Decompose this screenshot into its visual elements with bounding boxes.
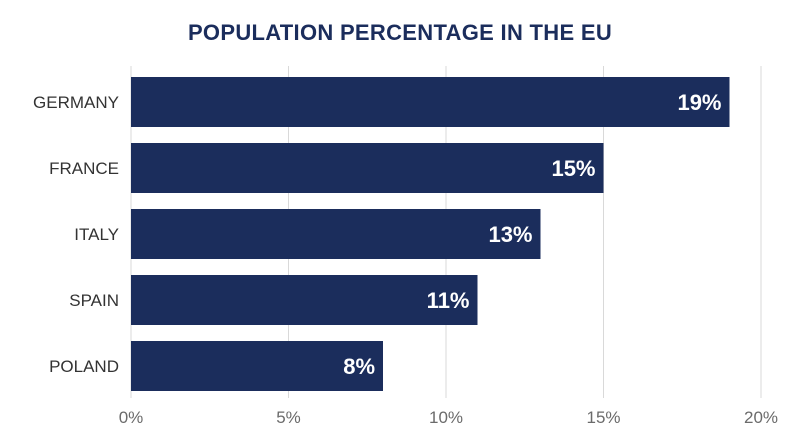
data-label: 8% [343,354,375,379]
chart-title: POPULATION PERCENTAGE IN THE EU [187,20,613,45]
bar [131,275,478,325]
category-label: GERMANY [33,93,119,112]
bar [131,77,730,127]
data-label: 13% [488,222,532,247]
x-tick-label: 5% [276,408,301,427]
category-label: FRANCE [49,159,119,178]
category-label: POLAND [49,357,119,376]
category-label: SPAIN [69,291,119,310]
x-tick-label: 15% [586,408,620,427]
x-tick-label: 10% [429,408,463,427]
data-label: 19% [677,90,721,115]
data-label: 11% [427,288,470,313]
x-tick-label: 20% [744,408,778,427]
bar [131,143,604,193]
category-label: ITALY [74,225,119,244]
x-tick-label: 0% [119,408,144,427]
data-label: 15% [551,156,595,181]
bar [131,341,383,391]
bar [131,209,541,259]
